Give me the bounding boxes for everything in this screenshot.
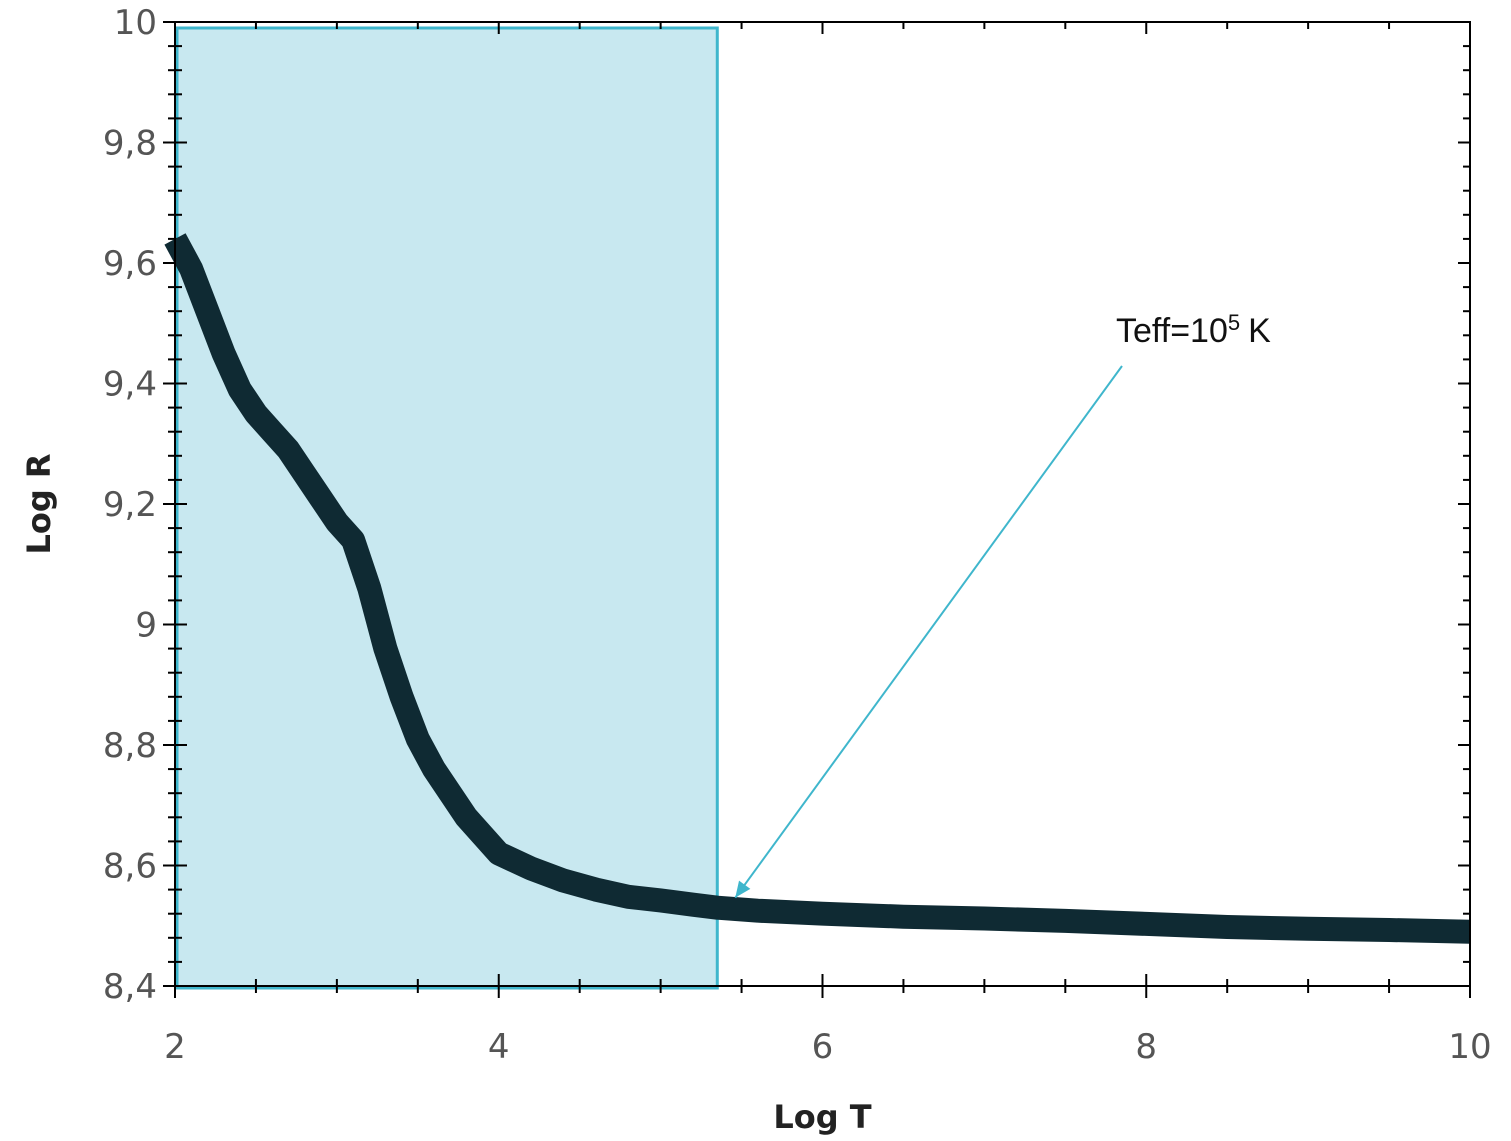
y-tick-label: 8,6 — [103, 847, 157, 887]
y-axis-label: Log R — [20, 453, 58, 554]
plot-frame — [174, 21, 1471, 987]
y-tick-label: 9,2 — [103, 485, 157, 525]
y-axis: 8,4 8,6 8,8 9 9,2 9,4 9,6 9,8 10 — [103, 3, 157, 1007]
annotation-arrowhead — [735, 880, 751, 898]
annotation-arrow — [734, 365, 1123, 899]
y-tick-label: 8,8 — [103, 726, 157, 766]
y-tick-label: 9,6 — [103, 244, 157, 284]
x-axis: 2 4 6 8 10 — [164, 1027, 1491, 1067]
y-tick-label: 8,4 — [103, 967, 157, 1007]
x-axis-label: Log T — [773, 1098, 871, 1136]
y-tick-label: 9 — [135, 606, 157, 646]
x-tick-label: 10 — [1448, 1027, 1491, 1067]
annotation-text: Teff=10 — [1116, 312, 1228, 350]
y-tick-label: 10 — [114, 3, 157, 43]
annotation-label: Teff=105 K — [1116, 310, 1271, 350]
highlight-region — [175, 26, 719, 990]
x-tick-label: 4 — [488, 1027, 510, 1067]
tick-marks — [163, 21, 1471, 998]
y-tick-label: 9,4 — [103, 365, 157, 405]
x-tick-label: 2 — [164, 1027, 186, 1067]
annotation-superscript: 5 — [1228, 310, 1240, 335]
y-tick-label: 9,8 — [103, 124, 157, 164]
series-line — [164, 233, 1471, 944]
x-tick-label: 8 — [1135, 1027, 1157, 1067]
x-tick-label: 6 — [812, 1027, 834, 1067]
annotation-unit: K — [1248, 312, 1271, 350]
